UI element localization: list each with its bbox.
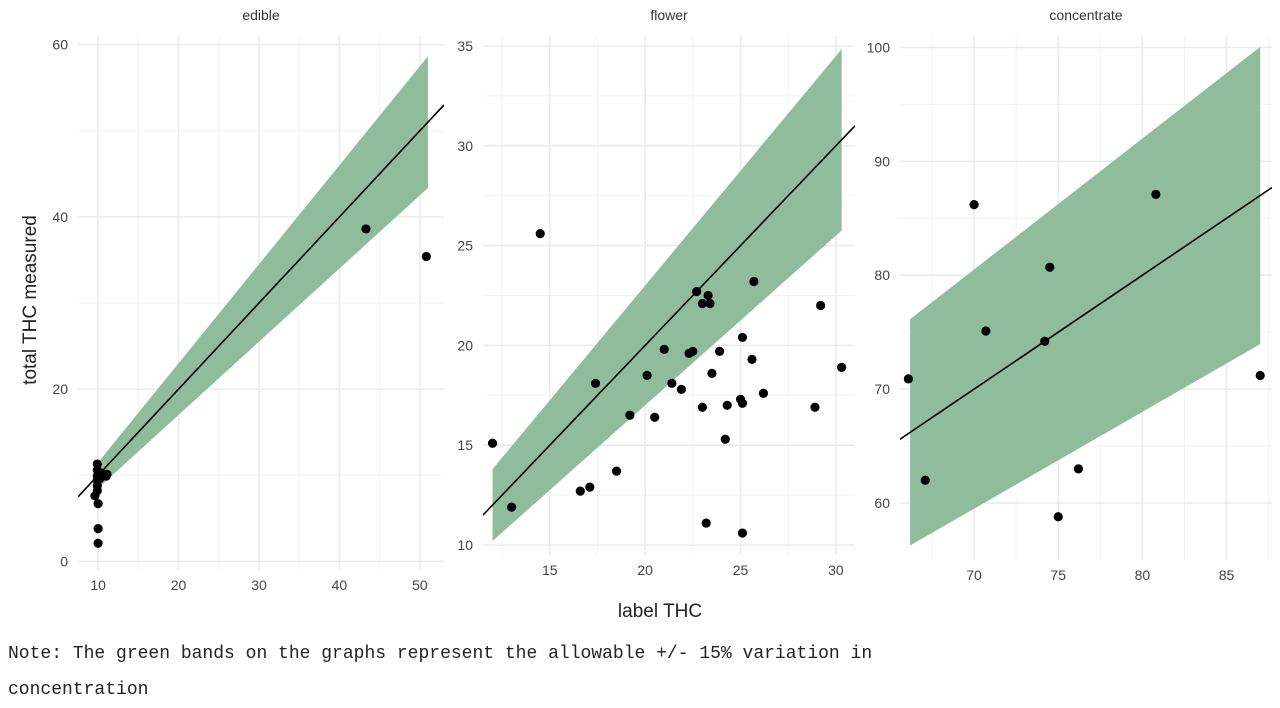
data-point (1045, 262, 1055, 272)
x-tick-label: 40 (332, 577, 348, 593)
data-point (585, 482, 595, 492)
data-point (705, 298, 715, 309)
x-tick-label: 70 (966, 567, 982, 583)
data-point (903, 374, 914, 384)
data-point (611, 466, 622, 476)
x-tick-label: 30 (828, 562, 844, 578)
y-tick-label: 90 (874, 153, 890, 169)
data-point (737, 398, 748, 408)
data-point (816, 300, 826, 311)
y-tick-label: 40 (52, 209, 68, 225)
y-tick-label: 0 (60, 553, 68, 569)
data-point (747, 354, 757, 364)
y-tick-label: 80 (874, 267, 890, 283)
data-point (487, 438, 498, 448)
y-tick-label: 70 (874, 381, 890, 397)
tolerance-band (492, 49, 842, 542)
data-point (625, 410, 635, 420)
data-point (667, 378, 677, 388)
tolerance-band (910, 46, 1261, 546)
x-tick-label: 50 (412, 577, 428, 593)
x-axis-label: label THC (618, 601, 702, 622)
faceted-scatter-figure: total THC measured label THC 10 20 30 40 50 0… (20, 7, 1272, 622)
data-point (688, 346, 698, 356)
data-point (1040, 336, 1050, 346)
data-point (722, 400, 732, 410)
y-tick-label: 100 (867, 39, 891, 55)
data-point (642, 370, 652, 380)
data-point (749, 276, 759, 287)
x-tick-label: 80 (1135, 567, 1151, 583)
data-point (981, 326, 991, 336)
data-point (720, 434, 730, 444)
reference-line (900, 186, 1272, 440)
panel-concentrate: 70 75 80 85 60 70 80 90 100 concentrate (867, 7, 1272, 583)
data-point (1151, 189, 1161, 199)
x-tick-label: 20 (637, 562, 653, 578)
x-tick-label: 75 (1050, 567, 1066, 583)
y-tick-label: 15 (457, 437, 473, 453)
x-tick-label: 30 (251, 577, 267, 593)
reference-line (78, 104, 444, 498)
data-point (707, 368, 717, 378)
data-point (421, 251, 431, 262)
x-tick-label: 10 (90, 577, 106, 593)
panel-title: concentrate (1049, 7, 1122, 23)
data-point (920, 475, 930, 485)
data-point (714, 346, 725, 356)
data-point (737, 528, 748, 538)
reference-line (483, 125, 855, 516)
data-point (590, 378, 601, 388)
y-tick-label: 35 (457, 38, 473, 54)
figure-note: Note: The green bands on the graphs repr… (8, 644, 873, 700)
data-point (93, 499, 103, 509)
data-point (659, 344, 669, 354)
panel-title: edible (242, 7, 280, 23)
data-point (837, 362, 847, 372)
x-tick-label: 15 (542, 562, 558, 578)
x-tick-label: 85 (1219, 567, 1235, 583)
data-point (697, 402, 707, 412)
y-tick-label: 10 (457, 537, 473, 553)
data-point (102, 469, 112, 479)
y-tick-label: 20 (52, 381, 68, 397)
data-point (93, 524, 103, 534)
data-point (575, 486, 585, 496)
data-point (507, 502, 517, 512)
data-point (92, 486, 102, 496)
x-tick-label: 25 (733, 562, 749, 578)
panel-title: flower (650, 7, 688, 23)
data-point (1255, 370, 1265, 381)
data-point (676, 384, 687, 394)
data-point (701, 518, 711, 528)
data-point (737, 332, 748, 343)
data-point (810, 402, 820, 412)
data-point (1073, 464, 1084, 474)
data-point (650, 412, 660, 422)
y-tick-label: 25 (457, 238, 473, 254)
panel-flower: 15 20 25 30 10 15 20 25 30 35 flower (457, 7, 855, 578)
data-point (535, 229, 545, 239)
y-tick-label: 30 (457, 138, 473, 154)
x-tick-label: 20 (171, 577, 187, 593)
data-point (361, 224, 371, 234)
data-point (93, 538, 103, 548)
y-tick-label: 60 (874, 495, 890, 511)
y-axis-label: total THC measured (20, 215, 41, 385)
data-point (703, 290, 713, 301)
panel-edible: 10 20 30 40 50 0 20 40 60 edible (52, 7, 444, 593)
data-point (969, 199, 979, 210)
y-tick-label: 60 (52, 37, 68, 53)
tolerance-band (98, 56, 428, 489)
data-point (692, 286, 702, 297)
data-point (758, 388, 769, 398)
data-point (1053, 512, 1063, 522)
data-point (697, 298, 707, 309)
y-tick-label: 20 (457, 337, 473, 353)
